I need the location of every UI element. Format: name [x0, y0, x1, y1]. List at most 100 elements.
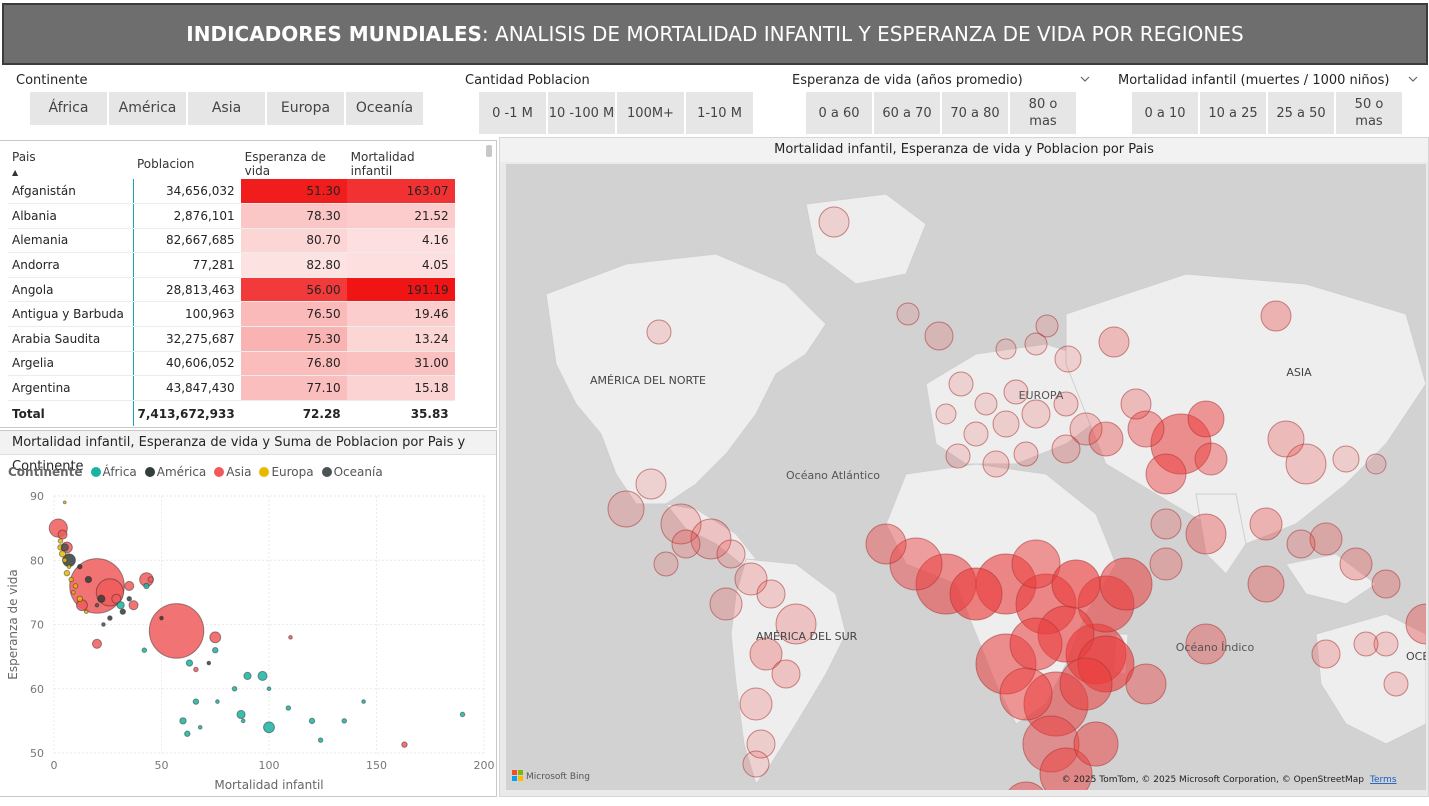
- country-bubble[interactable]: [1035, 314, 1059, 338]
- slicer-option-1-10m[interactable]: 1-10 M: [686, 92, 753, 134]
- map-canvas[interactable]: AMÉRICA DEL NORTE Océano Atlántico EUROPA A…: [506, 164, 1426, 790]
- country-bubble[interactable]: [1353, 631, 1379, 657]
- scatter-chart[interactable]: 50 60 70 80 90 0 50 100 150 200 Mortalidad infanti…: [0, 431, 497, 797]
- country-bubble[interactable]: [1373, 631, 1399, 657]
- country-bubble[interactable]: [1127, 410, 1165, 448]
- country-bubble[interactable]: [945, 443, 971, 469]
- country-bubble[interactable]: [992, 410, 1020, 438]
- country-bubble[interactable]: [646, 319, 672, 345]
- country-bubble[interactable]: [1125, 663, 1167, 705]
- country-bubble[interactable]: [1247, 565, 1285, 603]
- country-bubble[interactable]: [963, 421, 989, 447]
- slicer-option-africa[interactable]: África: [30, 92, 107, 125]
- country-bubble[interactable]: [1120, 388, 1152, 420]
- country-bubble[interactable]: [690, 518, 732, 560]
- country-bubble[interactable]: [1051, 434, 1081, 464]
- country-bubble[interactable]: [1059, 657, 1113, 711]
- country-bubble[interactable]: [771, 659, 801, 689]
- country-bubble[interactable]: [775, 603, 817, 645]
- country-bubble[interactable]: [742, 750, 770, 778]
- country-bubble[interactable]: [1260, 300, 1292, 332]
- country-bubble[interactable]: [1013, 441, 1039, 467]
- country-bubble[interactable]: [995, 338, 1017, 360]
- country-bubble[interactable]: [709, 587, 743, 621]
- country-bubble[interactable]: [1099, 557, 1153, 611]
- country-bubble[interactable]: [974, 392, 998, 416]
- table-row[interactable]: Argentina 43,847,430 77.10 15.18: [8, 375, 455, 401]
- column-header-life[interactable]: Esperanza de vida: [244, 150, 326, 178]
- slicer-option-oceania[interactable]: Oceanía: [346, 92, 423, 125]
- country-bubble[interactable]: [1024, 332, 1048, 356]
- country-bubble[interactable]: [1003, 379, 1029, 405]
- slicer-option-60-70[interactable]: 60 a 70: [874, 92, 940, 134]
- country-bubble[interactable]: [635, 468, 667, 500]
- country-bubble[interactable]: [1339, 547, 1373, 581]
- world-map[interactable]: AMÉRICA DEL NORTE Océano Atlántico EUROPA A…: [506, 164, 1426, 790]
- country-bubble[interactable]: [749, 637, 783, 671]
- terms-link[interactable]: Terms: [1369, 775, 1397, 785]
- slicer-option-70-80[interactable]: 70 a 80: [942, 92, 1008, 134]
- column-header-country[interactable]: Pais ▲: [12, 150, 36, 177]
- country-bubble[interactable]: [1185, 513, 1227, 555]
- country-bubble[interactable]: [1009, 617, 1063, 671]
- slicer-option-america[interactable]: América: [109, 92, 186, 125]
- table-row[interactable]: Antigua y Barbuda 100,963 76.50 19.46: [8, 301, 455, 328]
- country-bubble[interactable]: [818, 206, 850, 238]
- country-bubble[interactable]: [607, 490, 645, 528]
- country-bubble[interactable]: [1311, 639, 1341, 669]
- slicer-option-80-plus[interactable]: 80 o mas: [1010, 92, 1076, 134]
- slicer-option-10-100m[interactable]: 10 -100 M: [548, 92, 615, 134]
- country-bubble[interactable]: [1383, 671, 1409, 697]
- country-bubble[interactable]: [1053, 391, 1079, 417]
- country-bubble[interactable]: [1286, 529, 1316, 559]
- country-bubble[interactable]: [671, 529, 701, 559]
- legend-item[interactable]: Europa: [259, 465, 314, 479]
- country-bubble[interactable]: [1194, 442, 1228, 476]
- country-bubble[interactable]: [935, 403, 957, 425]
- table-row[interactable]: Angola 28,813,463 56.00 191.19: [8, 277, 455, 303]
- table-row[interactable]: Afganistán 34,656,032 51.30 163.07: [8, 179, 455, 205]
- country-bubble[interactable]: [1098, 326, 1130, 358]
- legend-item[interactable]: Oceanía: [321, 465, 383, 479]
- slicer-option-asia[interactable]: Asia: [188, 92, 265, 125]
- table-row[interactable]: Albania 2,876,101 78.30 21.52: [8, 203, 455, 229]
- country-bubble[interactable]: [660, 503, 702, 545]
- slicer-option-0-1m[interactable]: 0 -1 M: [479, 92, 546, 134]
- chevron-down-icon[interactable]: [1408, 74, 1418, 84]
- slicer-option-50-plus[interactable]: 50 o mas: [1336, 92, 1402, 134]
- country-bubble[interactable]: [1185, 623, 1227, 665]
- country-bubble[interactable]: [1021, 399, 1051, 429]
- country-bubble[interactable]: [1249, 507, 1283, 541]
- country-bubble[interactable]: [716, 539, 746, 569]
- country-bubble[interactable]: [1069, 412, 1103, 446]
- legend-item[interactable]: África: [90, 465, 137, 479]
- country-bubble[interactable]: [1145, 453, 1187, 495]
- country-bubble[interactable]: [1011, 539, 1061, 589]
- country-bubble[interactable]: [756, 579, 786, 609]
- country-bubble[interactable]: [1187, 400, 1225, 438]
- country-bubble[interactable]: [1309, 522, 1343, 556]
- table-row[interactable]: Alemania 82,667,685 80.70 4.16: [8, 228, 455, 254]
- chevron-down-icon[interactable]: [1080, 74, 1090, 84]
- column-header-population[interactable]: Poblacion: [137, 157, 195, 171]
- slicer-option-10-25[interactable]: 10 a 25: [1200, 92, 1266, 134]
- country-bubble[interactable]: [1405, 603, 1426, 645]
- country-bubble[interactable]: [1004, 781, 1048, 790]
- table-scrollbar[interactable]: [486, 145, 492, 157]
- country-bubble[interactable]: [1150, 508, 1182, 540]
- slicer-option-0-60[interactable]: 0 a 60: [806, 92, 872, 134]
- country-bubble[interactable]: [1073, 721, 1119, 767]
- country-bubble[interactable]: [865, 523, 907, 565]
- country-bubble[interactable]: [739, 687, 773, 721]
- table-row[interactable]: Andorra 77,281 82.80 4.05: [8, 252, 455, 278]
- country-bubble[interactable]: [1371, 569, 1401, 599]
- country-bubble[interactable]: [896, 302, 920, 326]
- country-bubble[interactable]: [653, 551, 679, 577]
- slicer-option-europa[interactable]: Europa: [267, 92, 344, 125]
- country-bubble[interactable]: [1088, 421, 1124, 457]
- table-row[interactable]: Arabia Saudita 32,275,687 75.30 13.24: [8, 326, 455, 352]
- country-bubble[interactable]: [1051, 559, 1101, 609]
- column-header-mortality[interactable]: Mortalidad infantil: [350, 150, 415, 178]
- table-row[interactable]: Argelia 40,606,052 76.80 31.00: [8, 351, 455, 377]
- country-bubble[interactable]: [1365, 453, 1387, 475]
